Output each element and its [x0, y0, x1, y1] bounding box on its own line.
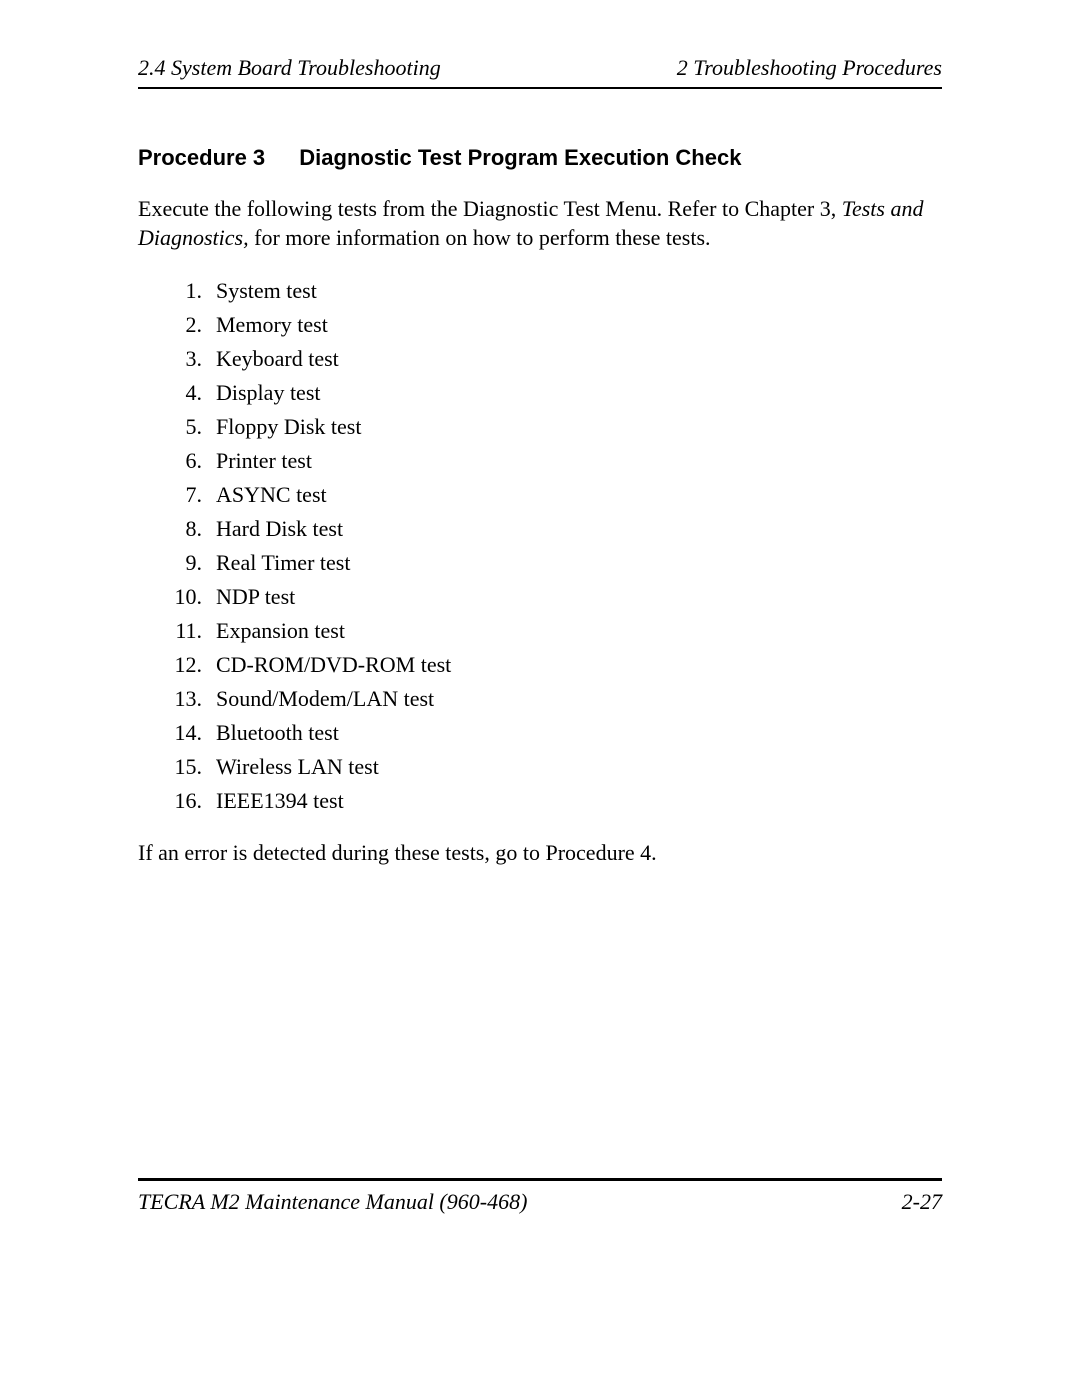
list-item-text: Printer test — [216, 448, 312, 474]
list-item: 7.ASYNC test — [138, 482, 942, 508]
intro-part2: for more information on how to perform t… — [249, 225, 711, 250]
list-item-number: 13. — [138, 686, 216, 712]
list-item: 2.Memory test — [138, 312, 942, 338]
list-item-number: 10. — [138, 584, 216, 610]
list-item-text: Display test — [216, 380, 321, 406]
list-item: 4.Display test — [138, 380, 942, 406]
list-item-number: 14. — [138, 720, 216, 746]
section-heading: Procedure 3 Diagnostic Test Program Exec… — [138, 145, 942, 171]
list-item-number: 8. — [138, 516, 216, 542]
intro-part1: Execute the following tests from the Dia… — [138, 196, 842, 221]
list-item: 14.Bluetooth test — [138, 720, 942, 746]
list-item: 6.Printer test — [138, 448, 942, 474]
list-item: 11.Expansion test — [138, 618, 942, 644]
page: 2.4 System Board Troubleshooting 2 Troub… — [0, 0, 1080, 1397]
test-list: 1.System test2.Memory test3.Keyboard tes… — [138, 278, 942, 814]
list-item: 15.Wireless LAN test — [138, 754, 942, 780]
list-item: 8.Hard Disk test — [138, 516, 942, 542]
list-item: 9.Real Timer test — [138, 550, 942, 576]
page-header: 2.4 System Board Troubleshooting 2 Troub… — [138, 55, 942, 89]
list-item-text: Wireless LAN test — [216, 754, 379, 780]
list-item-number: 1. — [138, 278, 216, 304]
list-item-text: NDP test — [216, 584, 295, 610]
list-item-text: Memory test — [216, 312, 328, 338]
list-item-number: 2. — [138, 312, 216, 338]
list-item-text: System test — [216, 278, 317, 304]
list-item-number: 6. — [138, 448, 216, 474]
list-item-number: 9. — [138, 550, 216, 576]
list-item-text: CD-ROM/DVD-ROM test — [216, 652, 451, 678]
closing-paragraph: If an error is detected during these tes… — [138, 840, 942, 866]
header-right: 2 Troubleshooting Procedures — [677, 55, 942, 81]
list-item-number: 3. — [138, 346, 216, 372]
list-item-number: 7. — [138, 482, 216, 508]
list-item-text: Keyboard test — [216, 346, 339, 372]
list-item-text: Hard Disk test — [216, 516, 343, 542]
header-left: 2.4 System Board Troubleshooting — [138, 55, 441, 81]
list-item-number: 4. — [138, 380, 216, 406]
list-item: 12.CD-ROM/DVD-ROM test — [138, 652, 942, 678]
list-item-number: 12. — [138, 652, 216, 678]
list-item-text: IEEE1394 test — [216, 788, 344, 814]
list-item-number: 15. — [138, 754, 216, 780]
list-item: 3.Keyboard test — [138, 346, 942, 372]
list-item-number: 11. — [138, 618, 216, 644]
list-item-text: Real Timer test — [216, 550, 350, 576]
list-item: 1.System test — [138, 278, 942, 304]
list-item-text: Bluetooth test — [216, 720, 339, 746]
procedure-title: Diagnostic Test Program Execution Check — [299, 145, 741, 170]
list-item: 13.Sound/Modem/LAN test — [138, 686, 942, 712]
page-footer: TECRA M2 Maintenance Manual (960-468) 2-… — [138, 1178, 942, 1215]
list-item-number: 5. — [138, 414, 216, 440]
list-item: 16.IEEE1394 test — [138, 788, 942, 814]
intro-paragraph: Execute the following tests from the Dia… — [138, 195, 942, 252]
list-item-text: Expansion test — [216, 618, 345, 644]
procedure-label: Procedure 3 — [138, 145, 265, 171]
list-item-text: ASYNC test — [216, 482, 327, 508]
footer-right: 2-27 — [902, 1189, 942, 1215]
list-item: 5.Floppy Disk test — [138, 414, 942, 440]
list-item: 10.NDP test — [138, 584, 942, 610]
list-item-text: Floppy Disk test — [216, 414, 361, 440]
footer-left: TECRA M2 Maintenance Manual (960-468) — [138, 1189, 527, 1215]
list-item-text: Sound/Modem/LAN test — [216, 686, 434, 712]
list-item-number: 16. — [138, 788, 216, 814]
